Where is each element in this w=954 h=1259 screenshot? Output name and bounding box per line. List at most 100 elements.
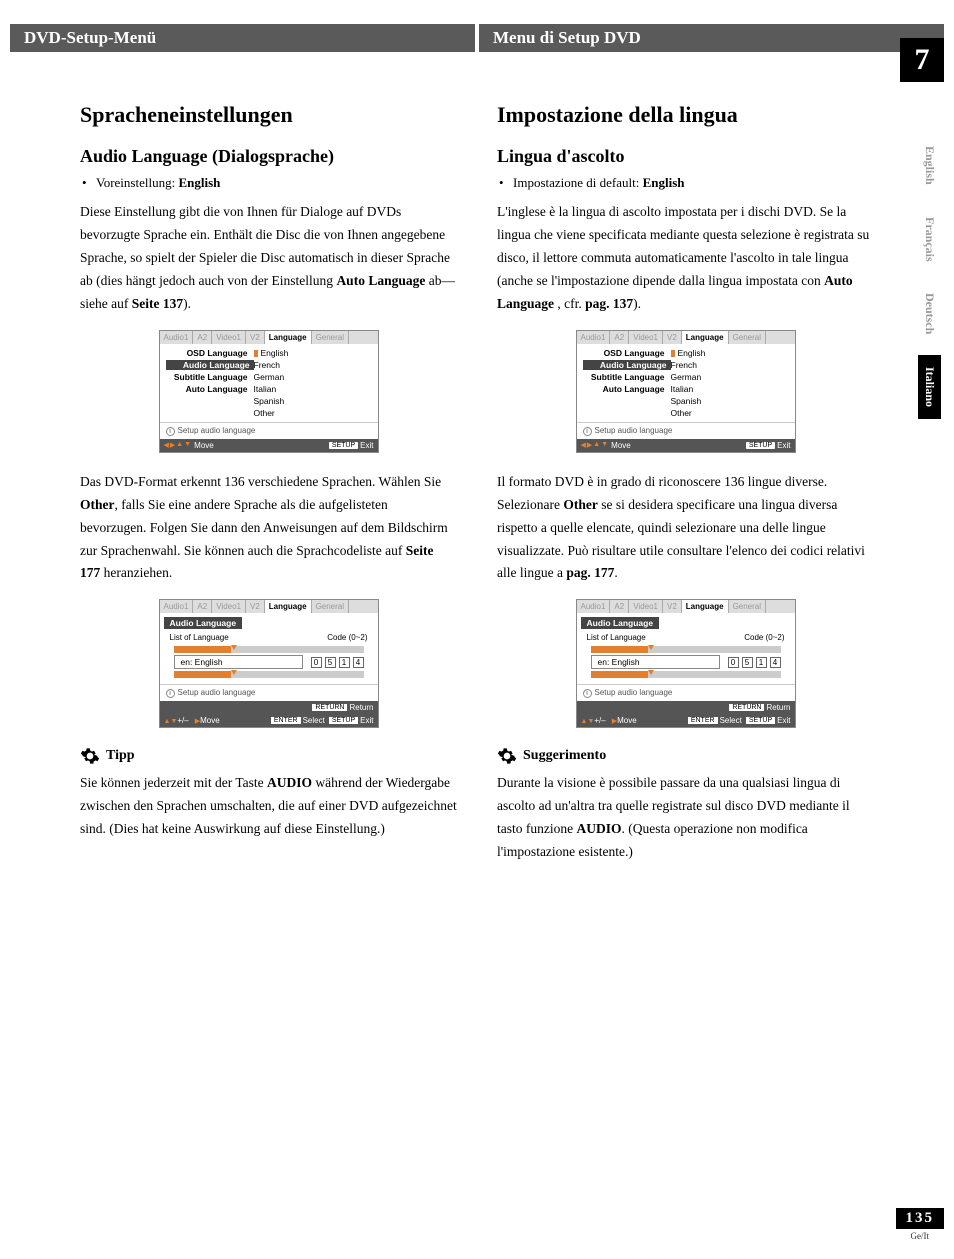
- submenu-row: List of LanguageCode (0~2): [581, 631, 791, 644]
- menu-body: OSD LanguageEnglish Audio LanguageFrench…: [160, 344, 378, 422]
- arrows-icon: ◀▶▲▼: [581, 441, 609, 449]
- language-tabs: English Français Deutsch Italiano: [918, 134, 944, 427]
- submenu-header: Audio Language: [164, 617, 243, 629]
- paragraph-2-it: Il formato DVD è in grado di riconoscere…: [497, 471, 874, 586]
- setup-button: SETUP: [746, 717, 775, 724]
- gear-icon: [497, 746, 517, 766]
- slider-icon: [591, 671, 781, 678]
- move-label: Move: [617, 716, 637, 725]
- lang-code-row: en: English 0 5 1 4: [591, 655, 781, 669]
- info-icon: i: [166, 689, 175, 698]
- page-lang-code: Ge/It: [896, 1231, 945, 1241]
- menu-tab: Audio1: [160, 331, 194, 344]
- menu-tab: A2: [193, 331, 212, 344]
- bullet-prefix: Impostazione di default:: [513, 175, 643, 190]
- menu-tabs: Audio1 A2 Video1 V2 Language General: [577, 331, 795, 344]
- lang-code-row: en: English 0 5 1 4: [174, 655, 364, 669]
- section-heading-it: Impostazione della lingua: [497, 102, 874, 128]
- menu-row: Auto LanguageItalian: [160, 383, 378, 395]
- enter-button: ENTER: [271, 717, 301, 724]
- tip-header: Tipp: [80, 746, 457, 766]
- code-digit-boxes: 0 5 1 4: [311, 657, 364, 668]
- menu-body: Audio Language List of LanguageCode (0~2…: [160, 613, 378, 684]
- menu-info-bar: iSetup audio language: [577, 422, 795, 439]
- lang-value-box: en: English: [591, 655, 720, 669]
- tip-body-de: Sie können jederzeit mit der Taste AUDIO…: [80, 772, 457, 841]
- menu-tabs: Audio1 A2 Video1 V2 Language General: [577, 600, 795, 613]
- tip-header: Suggerimento: [497, 746, 874, 766]
- menu-screenshot-1-de: Audio1 A2 Video1 V2 Language General OSD…: [159, 330, 379, 453]
- exit-label: Exit: [360, 441, 373, 450]
- menu-row: OSD LanguageEnglish: [160, 347, 378, 359]
- move-label: Move: [611, 441, 631, 450]
- move-label: Move: [194, 441, 214, 450]
- move-label: Move: [200, 716, 220, 725]
- paragraph-2-de: Das DVD-Format erkennt 136 verschiedene …: [80, 471, 457, 586]
- default-setting-de: Voreinstellung: English: [80, 175, 457, 191]
- lang-tab-italiano[interactable]: Italiano: [918, 355, 941, 419]
- menu-footer: RETURN Return: [577, 701, 795, 714]
- menu-row: Other: [160, 407, 378, 419]
- bullet-value: English: [643, 175, 685, 190]
- bullet-value: English: [178, 175, 220, 190]
- menu-tab: V2: [246, 331, 265, 344]
- code-digit-boxes: 0 5 1 4: [728, 657, 781, 668]
- setup-button: SETUP: [329, 717, 358, 724]
- menu-screenshot-1-it: Audio1 A2 Video1 V2 Language General OSD…: [576, 330, 796, 453]
- menu-footer: ◀▶▲▼ Move SETUP Exit: [160, 439, 378, 452]
- menu-tabs: Audio1 A2 Video1 V2 Language General: [160, 600, 378, 613]
- tip-title: Tipp: [106, 748, 135, 764]
- gear-icon: [80, 746, 100, 766]
- menu-row: Subtitle LanguageGerman: [160, 371, 378, 383]
- submenu-header: Audio Language: [581, 617, 660, 629]
- setup-button: SETUP: [746, 442, 775, 449]
- slider-icon: [174, 646, 364, 653]
- marker-icon: [254, 350, 258, 357]
- submenu-row: List of LanguageCode (0~2): [164, 631, 374, 644]
- slider-icon: [174, 671, 364, 678]
- marker-icon: [671, 350, 675, 357]
- subsection-heading-it: Lingua d'ascolto: [497, 146, 874, 167]
- lang-tab-english[interactable]: English: [918, 134, 941, 197]
- arrows-icon: ▲▼: [164, 716, 178, 725]
- subsection-heading-de: Audio Language (Dialogsprache): [80, 146, 457, 167]
- info-icon: i: [166, 427, 175, 436]
- arrows-icon: ◀▶▲▼: [164, 441, 192, 449]
- tip-body-it: Durante la visione è possibile passare d…: [497, 772, 874, 864]
- setup-button: SETUP: [329, 442, 358, 449]
- menu-body: Audio Language List of LanguageCode (0~2…: [577, 613, 795, 684]
- header-bar: DVD-Setup-Menü Menu di Setup DVD: [10, 24, 944, 52]
- menu-tabs: Audio1 A2 Video1 V2 Language General: [160, 331, 378, 344]
- menu-info-bar: iSetup audio language: [577, 684, 795, 701]
- tip-title: Suggerimento: [523, 748, 606, 764]
- tip-section-de: Tipp Sie können jederzeit mit der Taste …: [80, 746, 457, 841]
- enter-button: ENTER: [688, 717, 718, 724]
- menu-row-highlighted: Audio LanguageFrench: [577, 359, 795, 371]
- info-icon: i: [583, 689, 592, 698]
- tip-section-it: Suggerimento Durante la visione è possib…: [497, 746, 874, 864]
- left-column: Spracheneinstellungen Audio Language (Di…: [80, 102, 457, 878]
- lang-tab-francais[interactable]: Français: [918, 205, 941, 274]
- menu-row: Subtitle LanguageGerman: [577, 371, 795, 383]
- menu-row: OSD LanguageEnglish: [577, 347, 795, 359]
- menu-row: Spanish: [160, 395, 378, 407]
- exit-label: Exit: [777, 441, 790, 450]
- page-number: 135: [896, 1208, 945, 1229]
- menu-footer-2: ▲▼ +/– ▶ Move ENTER Select SETUP Exit: [160, 714, 378, 727]
- chapter-number: 7: [900, 38, 944, 82]
- return-button: RETURN: [312, 704, 347, 711]
- lang-value-box: en: English: [174, 655, 303, 669]
- content-columns: Spracheneinstellungen Audio Language (Di…: [0, 52, 954, 878]
- info-icon: i: [583, 427, 592, 436]
- menu-info-bar: iSetup audio language: [160, 422, 378, 439]
- section-heading-de: Spracheneinstellungen: [80, 102, 457, 128]
- page-footer: 135 Ge/It: [896, 1208, 945, 1241]
- menu-footer: ◀▶▲▼ Move SETUP Exit: [577, 439, 795, 452]
- lang-tab-deutsch[interactable]: Deutsch: [918, 281, 941, 346]
- menu-tab-active: Language: [265, 331, 312, 344]
- menu-footer: RETURN Return: [160, 701, 378, 714]
- menu-screenshot-2-it: Audio1 A2 Video1 V2 Language General Aud…: [576, 599, 796, 728]
- default-setting-it: Impostazione di default: English: [497, 175, 874, 191]
- bullet-prefix: Voreinstellung:: [96, 175, 178, 190]
- arrows-icon: ▲▼: [581, 716, 595, 725]
